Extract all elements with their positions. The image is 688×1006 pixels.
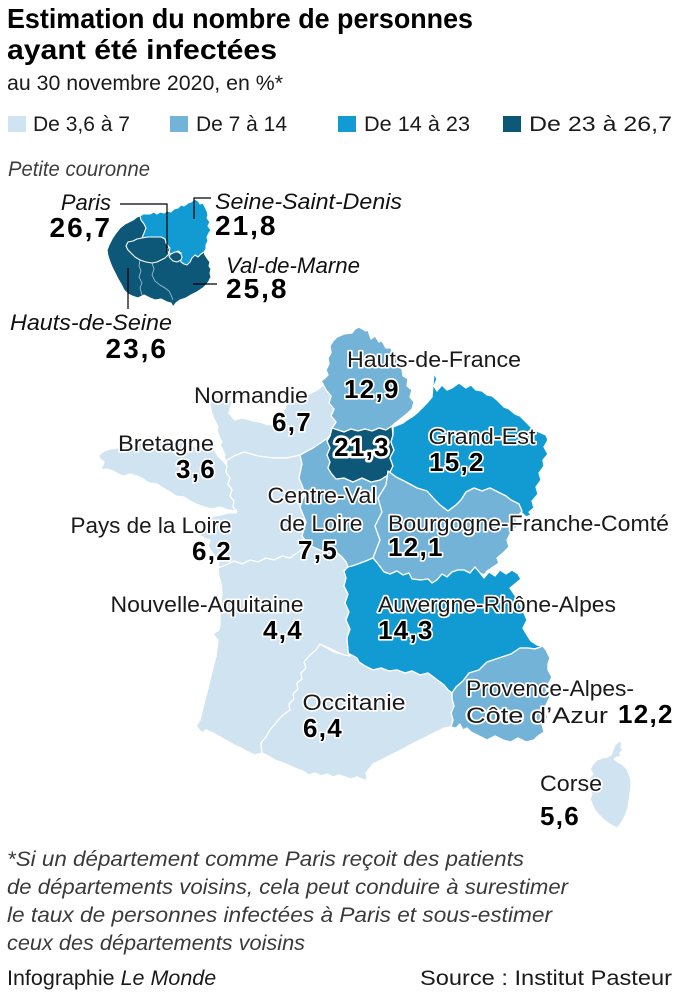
svg-text:Petite couronne: Petite couronne — [8, 158, 150, 181]
svg-text:De 23 à 26,7: De 23 à 26,7 — [529, 113, 672, 136]
svg-text:Bourgogne-Franche-Comté: Bourgogne-Franche-Comté — [388, 511, 669, 536]
svg-text:Auvergne-Rhône-Alpes: Auvergne-Rhône-Alpes — [378, 592, 616, 617]
svg-text:Hauts-de-France: Hauts-de-France — [347, 347, 521, 372]
svg-text:6,2: 6,2 — [192, 536, 232, 566]
svg-text:25,8: 25,8 — [226, 273, 289, 304]
svg-text:7,5: 7,5 — [298, 535, 338, 565]
svg-text:6,4: 6,4 — [303, 713, 343, 743]
svg-text:4,4: 4,4 — [263, 615, 303, 645]
svg-text:Seine-Saint-Denis: Seine-Saint-Denis — [215, 189, 402, 214]
svg-text:12,9: 12,9 — [344, 374, 400, 404]
svg-text:Normandie: Normandie — [194, 383, 308, 408]
svg-text:21,3: 21,3 — [334, 432, 390, 462]
svg-text:Infographie Le Monde: Infographie Le Monde — [7, 966, 216, 990]
svg-text:Hauts-de-Seine: Hauts-de-Seine — [10, 310, 172, 335]
svg-text:12,1: 12,1 — [388, 532, 444, 562]
svg-text:Estimation du nombre de person: Estimation du nombre de personnes — [7, 3, 473, 34]
svg-text:21,8: 21,8 — [215, 210, 278, 241]
svg-text:14,3: 14,3 — [378, 615, 434, 645]
svg-text:Paris: Paris — [61, 190, 111, 215]
svg-text:de Loire: de Loire — [280, 511, 363, 536]
svg-text:3,6: 3,6 — [176, 454, 216, 484]
svg-text:De 3,6 à 7: De 3,6 à 7 — [33, 113, 130, 136]
svg-text:15,2: 15,2 — [429, 447, 485, 477]
svg-text:Centre-Val: Centre-Val — [268, 483, 377, 508]
svg-text:de départements voisins, cela: de départements voisins, cela peut condu… — [7, 876, 569, 899]
svg-text:23,6: 23,6 — [106, 333, 169, 364]
svg-text:ceux des départements voisins: ceux des départements voisins — [7, 932, 306, 955]
svg-text:le taux de personnes infectées: le taux de personnes infectées à Paris e… — [7, 904, 553, 927]
svg-text:Occitanie: Occitanie — [303, 690, 406, 715]
svg-text:Bretagne: Bretagne — [118, 431, 214, 456]
svg-text:5,6: 5,6 — [540, 801, 580, 831]
svg-text:Grand-Est: Grand-Est — [429, 424, 536, 449]
svg-text:au 30 novembre 2020, en %*: au 30 novembre 2020, en %* — [7, 71, 284, 95]
svg-text:26,7: 26,7 — [50, 212, 113, 243]
svg-text:6,7: 6,7 — [272, 407, 312, 437]
svg-text:12,2: 12,2 — [618, 699, 674, 729]
svg-text:De 7 à 14: De 7 à 14 — [196, 113, 287, 136]
svg-text:Pays de la Loire: Pays de la Loire — [71, 513, 232, 538]
svg-text:De 14 à 23: De 14 à 23 — [364, 113, 470, 136]
svg-text:ayant été infectées: ayant été infectées — [7, 34, 277, 65]
svg-text:Corse: Corse — [540, 771, 602, 796]
svg-text:Nouvelle-Aquitaine: Nouvelle-Aquitaine — [111, 592, 304, 617]
svg-text:Source : Institut Pasteur: Source : Institut Pasteur — [420, 966, 672, 990]
svg-text:Provence-Alpes-: Provence-Alpes- — [466, 676, 634, 701]
svg-text:*Si un département comme Paris: *Si un département comme Paris reçoit de… — [7, 848, 525, 871]
svg-text:Côte d’Azur: Côte d’Azur — [466, 703, 608, 728]
svg-text:Val-de-Marne: Val-de-Marne — [226, 253, 360, 278]
